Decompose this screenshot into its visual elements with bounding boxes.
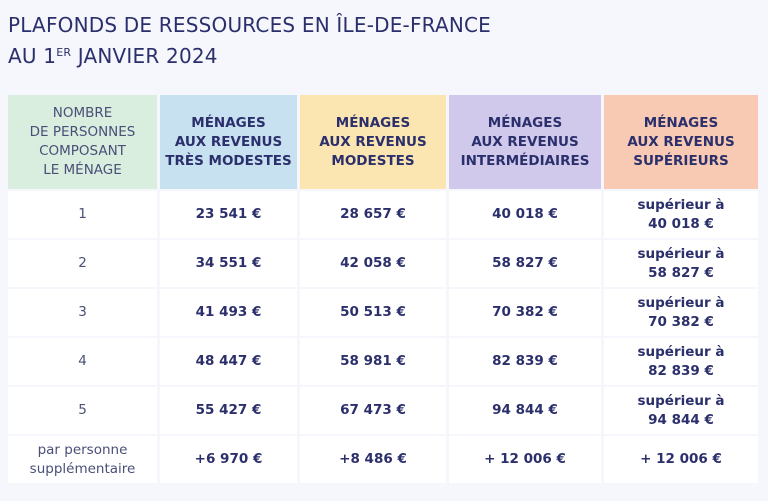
cell-line: COMPOSANT	[39, 143, 126, 159]
cell-line: AUX REVENUS	[174, 133, 283, 150]
table-cell: 70 382 €	[449, 289, 601, 336]
cell-line: NOMBRE	[52, 105, 113, 121]
table-cell: supérieur à 82 839 €	[604, 338, 758, 385]
table-row: par personne supplémentaire +6 970 € +8 486…	[8, 436, 758, 483]
cell-line: AUX REVENUS	[471, 133, 579, 150]
cell-line: supérieur à	[637, 294, 725, 311]
cell-line: LE MÉNAGE	[43, 162, 122, 178]
table-cell: 5	[8, 387, 157, 434]
title-sup: ER	[56, 46, 72, 59]
table-cell: supérieur à 58 827 €	[604, 240, 758, 287]
header-cell: MÉNAGES AUX REVENUS TRÈS MODESTES	[160, 95, 297, 189]
table-row: 5 55 427 €67 473 €94 844 € supérieur à 94 8…	[8, 387, 758, 434]
title-line: AU 1ER JANVIER 2024	[8, 39, 491, 70]
table-cell: supérieur à 94 844 €	[604, 387, 758, 434]
cell-line: AUX REVENUS	[627, 133, 735, 150]
header-cell: NOMBRE DE PERSONNES COMPOSANT LE MÉNAGE	[8, 95, 157, 189]
header-cell: MÉNAGES AUX REVENUS INTERMÉDIAIRES	[449, 95, 601, 189]
table-cell: + 12 006 €	[449, 436, 601, 483]
table-cell: 3	[8, 289, 157, 336]
table-cell: 82 839 €	[449, 338, 601, 385]
cell-line: INTERMÉDIAIRES	[460, 152, 590, 169]
table-row: 1 23 541 €28 657 €40 018 € supérieur à 40 0…	[8, 191, 758, 238]
cell-line: supérieur à	[637, 392, 725, 409]
cell-line: MODESTES	[331, 152, 415, 169]
table-cell: 1	[8, 191, 157, 238]
table-cell: 94 844 €	[449, 387, 601, 434]
table-cell: +8 486 €	[300, 436, 446, 483]
table-cell: 58 827 €	[449, 240, 601, 287]
table-cell: +6 970 €	[160, 436, 297, 483]
table-cell: 42 058 €	[300, 240, 446, 287]
title-text: AU 1	[8, 44, 57, 68]
table-cell: 55 427 €	[160, 387, 297, 434]
table-row: 2 34 551 €42 058 €58 827 € supérieur à 58 8…	[8, 240, 758, 287]
title: PLAFONDS DE RESSOURCES EN ÎLE-DE-FRANCE …	[8, 12, 491, 70]
table-row: 4 48 447 €58 981 €82 839 € supérieur à 82 8…	[8, 338, 758, 385]
cell-line: par personne	[37, 441, 128, 458]
table-cell: 50 513 €	[300, 289, 446, 336]
cell-line: MÉNAGES	[487, 114, 563, 131]
header-cell: MÉNAGES AUX REVENUS SUPÉRIEURS	[604, 95, 758, 189]
table-cell: 41 493 €	[160, 289, 297, 336]
table-body: 1 23 541 €28 657 €40 018 € supérieur à 40 0…	[8, 191, 758, 483]
cell-line: 40 018 €	[648, 215, 714, 232]
cell-line: 58 827 €	[648, 264, 714, 281]
cell-line: supérieur à	[637, 245, 725, 262]
table-cell: 34 551 €	[160, 240, 297, 287]
table-cell: par personne supplémentaire	[8, 436, 157, 483]
table-cell: 2	[8, 240, 157, 287]
cell-line: supérieur à	[637, 343, 725, 360]
table-cell: 4	[8, 338, 157, 385]
cell-line: TRÈS MODESTES	[165, 152, 292, 169]
table-cell: 58 981 €	[300, 338, 446, 385]
header-cell: MÉNAGES AUX REVENUS MODESTES	[300, 95, 446, 189]
table-cell: supérieur à 70 382 €	[604, 289, 758, 336]
table-cell: supérieur à 40 018 €	[604, 191, 758, 238]
table-cell: 48 447 €	[160, 338, 297, 385]
table-cell: 67 473 €	[300, 387, 446, 434]
header-row: NOMBRE DE PERSONNES COMPOSANT LE MÉNAGE MÉNA…	[8, 95, 758, 189]
cell-line: DE PERSONNES	[29, 124, 136, 140]
title-line: PLAFONDS DE RESSOURCES EN ÎLE-DE-FRANCE	[8, 13, 491, 37]
cell-line: 94 844 €	[648, 411, 714, 428]
cell-line: supérieur à	[637, 196, 725, 213]
cell-line: AUX REVENUS	[319, 133, 427, 150]
cell-line: MÉNAGES	[335, 114, 411, 131]
cell-line: 82 839 €	[648, 362, 714, 379]
table-cell: 28 657 €	[300, 191, 446, 238]
title-text: JANVIER 2024	[71, 44, 218, 68]
table-cell: + 12 006 €	[604, 436, 758, 483]
table-cell: 40 018 €	[449, 191, 601, 238]
cell-line: SUPÉRIEURS	[633, 152, 729, 169]
cell-line: supplémentaire	[29, 460, 136, 477]
cell-line: 70 382 €	[648, 313, 714, 330]
table: NOMBRE DE PERSONNES COMPOSANT LE MÉNAGE MÉNA…	[5, 93, 761, 485]
table-cell: 23 541 €	[160, 191, 297, 238]
table-row: 3 41 493 €50 513 €70 382 € supérieur à 70 3…	[8, 289, 758, 336]
cell-line: MÉNAGES	[191, 114, 266, 131]
cell-line: MÉNAGES	[643, 114, 719, 131]
